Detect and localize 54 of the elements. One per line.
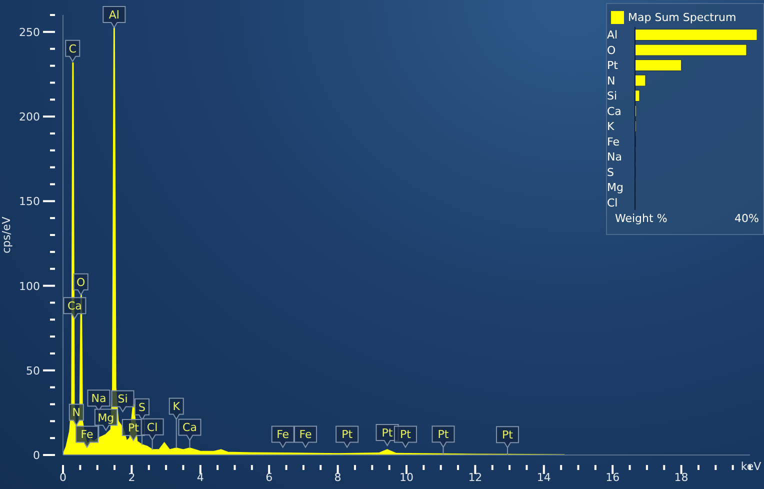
annotation: N [72,406,81,420]
annotation: Fe [276,428,290,442]
y-tick-label: 50 [26,364,40,378]
y-tick-label: 200 [19,110,40,124]
y-tick-label: O [607,44,616,57]
x-tick-label: 4 [196,471,204,484]
annotation: Pt [128,421,140,434]
x-tick-label: 0 [60,471,66,484]
y-tick-label: Al [607,28,618,42]
y-axis-title: cps/eV [0,216,13,254]
annotation: Pt [382,426,394,440]
annotation: Mg [98,411,114,424]
y-tick-label: Mg [607,181,624,194]
annotation: Pt [400,428,412,442]
x-tick-label: 2 [128,471,136,484]
y-tick-label: Fe [607,135,620,148]
x-tick-label: 16 [606,471,620,484]
y-tick-label: Na [607,150,622,164]
annotation: Cl [146,420,158,434]
x-tick-label: 12 [468,471,482,484]
x-tick-label: 6 [266,471,273,484]
annotation: S [138,400,146,414]
x-tick-label: 10 [400,471,414,484]
annotation: Pt [502,428,514,442]
annotation: Na [91,392,106,406]
annotation: K [172,400,181,414]
annotation: Ca [67,300,82,313]
y-tick-label: Cl [607,196,618,210]
annotation: Fe [299,428,312,442]
legend-label: Map Sum Spectrum [628,11,736,24]
annotation: Si [118,392,128,406]
y-tick-label: 100 [19,280,40,293]
y-tick-label: Pt [607,59,619,72]
annotation: Fe [80,428,94,442]
y-tick-label: 0 [33,449,40,462]
y-tick-label: 250 [19,26,40,39]
annotation: Ca [182,421,197,434]
y-tick-label: 150 [19,195,40,208]
y-tick-label: K [607,120,615,134]
annotation: Pt [438,428,450,442]
annotation: O [76,276,86,289]
y-tick-label: N [607,74,616,88]
annotation: Al [108,8,120,22]
y-tick-label: Ca [607,104,622,118]
annotation: 40% [734,212,759,225]
annotation: Pt [342,428,354,442]
x-tick-label: 14 [536,471,551,484]
y-tick-label: Si [607,90,618,103]
annotation: C [68,42,77,56]
x-axis-title: keV [740,460,762,473]
x-tick-label: 18 [674,471,688,484]
x-axis-title: Weight % [615,212,668,225]
x-tick-label: 8 [334,471,342,484]
y-tick-label: S [607,166,614,179]
